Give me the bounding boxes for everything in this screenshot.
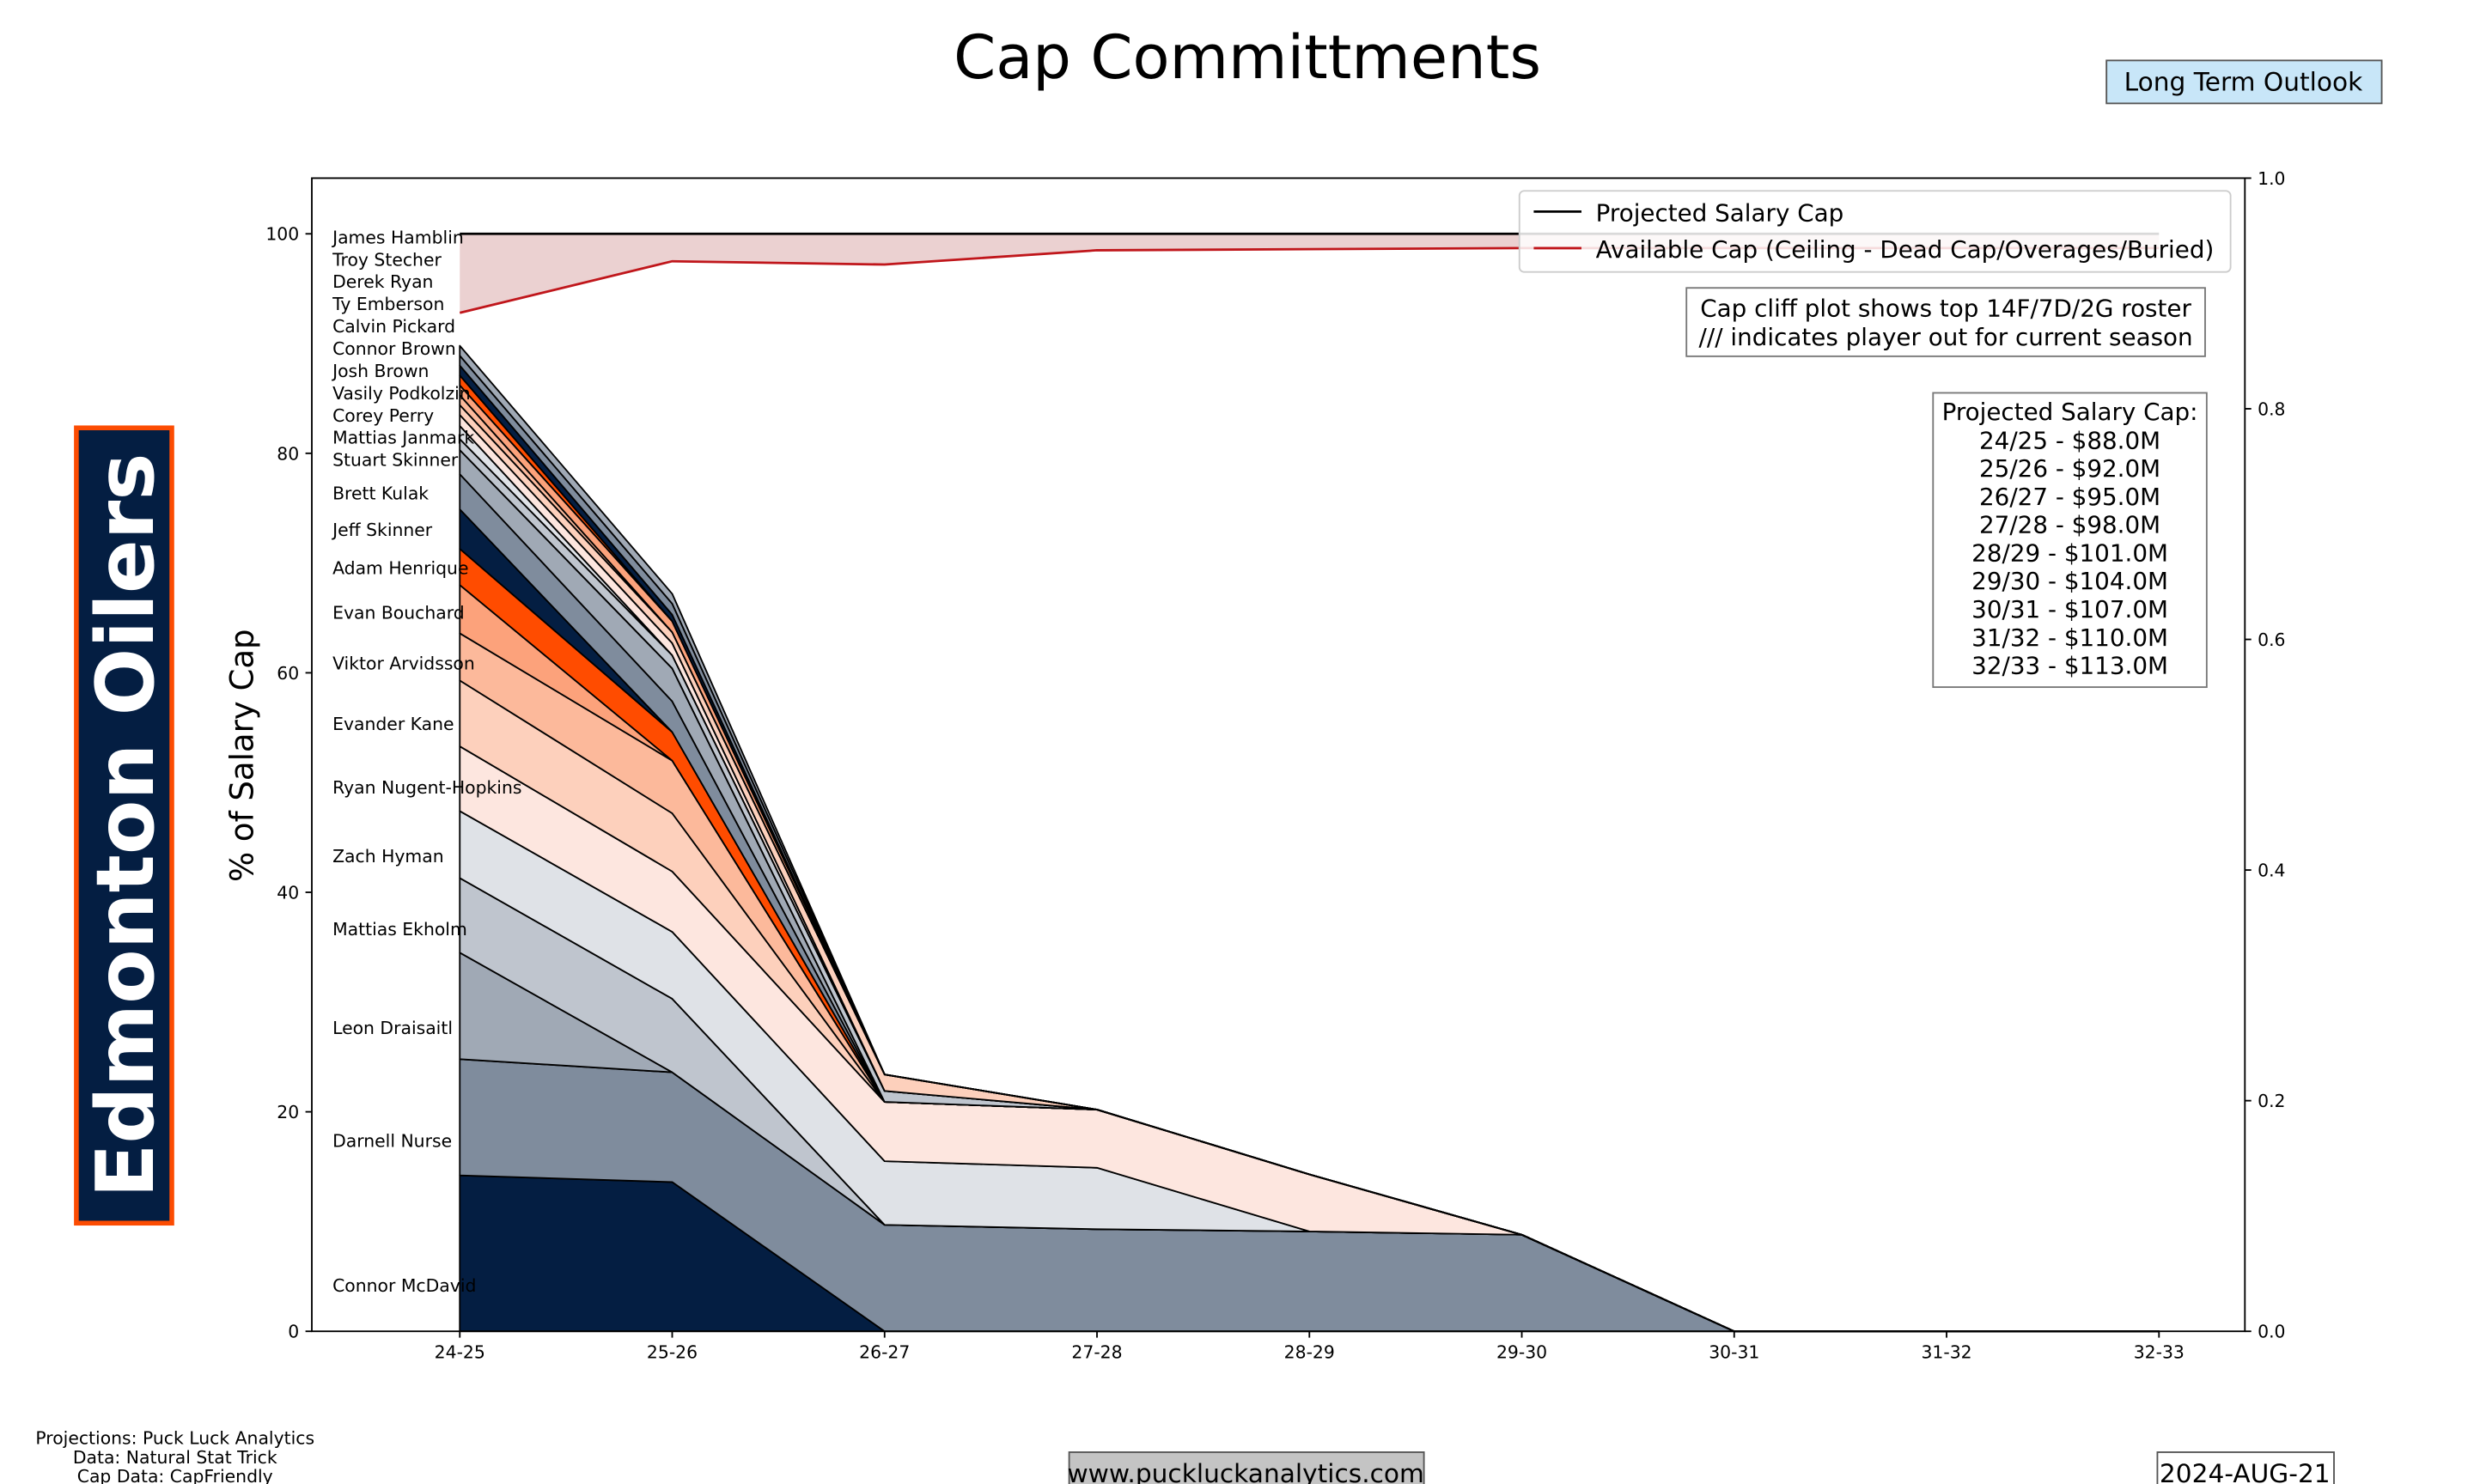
projected-cap-line-item: 30/31 - $107.0M [1971,595,2168,623]
player-label: Connor McDavid [332,1275,476,1296]
player-label: Brett Kulak [332,484,429,504]
player-label: Mattias Ekholm [332,919,467,940]
player-label: Evander Kane [332,714,454,734]
player-label: Corey Perry [332,405,434,426]
x-tick-label: 26-27 [859,1342,910,1363]
website-badge[interactable]: www.puckluckanalytics.com [1067,1451,1425,1484]
y-tick-label: 60 [277,663,299,684]
player-label: Jeff Skinner [331,520,433,540]
legend-available-cap: Available Cap (Ceiling - Dead Cap/Overag… [1596,235,2215,264]
projected-cap-box: Projected Salary Cap: 24/25 - $88.0M25/2… [1932,392,2208,689]
projected-cap-line-item: 27/28 - $98.0M [1979,511,2160,539]
player-label: James Hamblin [331,227,464,247]
projected-cap-line-item: 29/30 - $104.0M [1971,567,2168,595]
y2-tick-label: 0.0 [2258,1322,2285,1342]
x-tick-label: 30-31 [1709,1342,1759,1363]
projected-cap-line-item: 31/32 - $110.0M [1971,623,2168,652]
outlook-badge-label: Long Term Outlook [2124,67,2364,97]
y2-tick-label: 0.8 [2258,398,2285,419]
date-badge: 2024-AUG-21 [2156,1451,2335,1484]
x-tick-label: 25-26 [647,1342,698,1363]
legend: Projected Salary Cap Available Cap (Ceil… [1518,190,2232,273]
date-label: 2024-AUG-21 [2160,1458,2331,1484]
info-line-2: /// indicates player out for current sea… [1699,323,2193,351]
credit-data: Data: Natural Stat Trick [73,1447,277,1468]
player-label: Stuart Skinner [332,450,459,471]
player-label: Darnell Nurse [332,1130,452,1151]
website-link[interactable]: www.puckluckanalytics.com [1067,1458,1423,1484]
x-tick-label: 27-28 [1071,1342,1122,1363]
x-tick-label: 31-32 [1921,1342,1971,1363]
y-tick-label: 0 [288,1322,299,1342]
y2-tick-label: 0.4 [2258,861,2285,881]
projected-cap-line-item: 32/33 - $113.0M [1971,652,2168,680]
y-tick-label: 40 [277,882,299,903]
y-tick-label: 100 [265,224,299,245]
player-label: Josh Brown [331,361,429,381]
player-label: Derek Ryan [332,271,433,292]
info-line-1: Cap cliff plot shows top 14F/7D/2G roste… [1700,295,2191,323]
chart-title: Cap Committments [954,22,1541,93]
projected-cap-line-item: 24/25 - $88.0M [1979,426,2160,454]
y-axis-label: % of Salary Cap [223,629,260,882]
x-tick-label: 29-30 [1496,1342,1547,1363]
team-logo-banner: Edmonton Oilers [74,425,174,1226]
team-name: Edmonton Oilers [79,453,172,1198]
projected-cap-line-item: 25/26 - $92.0M [1979,454,2160,483]
player-label: Vasily Podkolzin [332,383,471,404]
y2-tick-label: 0.2 [2258,1091,2285,1111]
y2-tick-label: 1.0 [2258,168,2285,189]
y-tick-label: 20 [277,1102,299,1122]
x-tick-label: 32-33 [2134,1342,2185,1363]
credits: Projections: Puck Luck Analytics Data: N… [35,1428,314,1484]
credit-projections: Projections: Puck Luck Analytics [35,1428,314,1449]
player-label: Connor Brown [332,338,456,359]
x-tick-label: 28-29 [1284,1342,1335,1363]
player-label: Troy Stecher [332,249,442,270]
player-label: Leon Draisaitl [332,1018,453,1038]
legend-projected-cap: Projected Salary Cap [1596,198,1844,227]
x-axis-ticks: 24-25 25-26 26-27 27-28 28-29 29-30 30-31 31-32… [435,1331,2185,1363]
player-label: Adam Henrique [332,558,468,579]
available-cap-fill [460,234,2160,313]
credit-cap-data: Cap Data: CapFriendly [77,1466,273,1484]
player-label: Ryan Nugent-Hopkins [332,777,521,798]
projected-cap-line-item: 28/29 - $101.0M [1971,538,2168,567]
plot-area [459,232,2160,1333]
projected-cap-line-item: 26/27 - $95.0M [1979,483,2160,511]
y2-tick-label: 0.6 [2258,629,2285,650]
axes-frame [311,177,2246,1333]
player-label: Evan Bouchard [332,602,465,623]
y2-axis-ticks: 0.0 0.2 0.4 0.6 0.8 1.0 [2245,168,2286,1342]
player-label: Calvin Pickard [332,316,455,337]
player-label: Ty Emberson [332,294,444,314]
x-tick-label: 24-25 [435,1342,485,1363]
y-tick-label: 80 [277,443,299,464]
player-label: Zach Hyman [332,846,444,867]
projected-cap-title: Projected Salary Cap: [1942,398,2198,426]
player-label: Viktor Arvidsson [332,654,475,674]
outlook-badge: Long Term Outlook [2105,59,2383,105]
player-label: Mattias Janmark [332,428,474,448]
info-box: Cap cliff plot shows top 14F/7D/2G roste… [1685,287,2206,357]
y-axis-ticks: 0 20 40 60 80 100 [265,224,313,1342]
player-labels: Connor McDavid Darnell Nurse Leon Draisait… [331,227,521,1296]
